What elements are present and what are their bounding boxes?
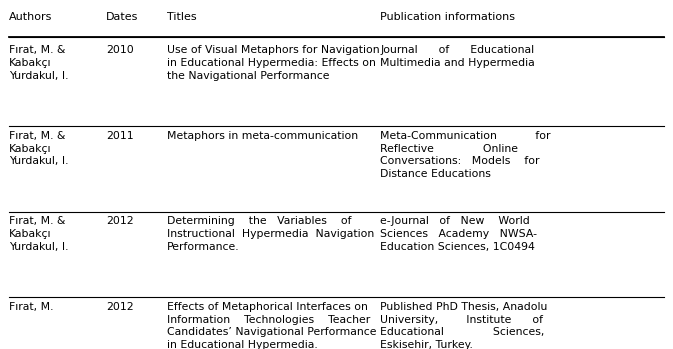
Text: Publication informations: Publication informations [380, 12, 516, 22]
Text: Authors: Authors [9, 12, 52, 22]
Text: Journal      of      Educational
Multimedia and Hypermedia: Journal of Educational Multimedia and Hy… [380, 45, 535, 68]
Text: e-Journal   of   New    World
Sciences   Academy   NWSA-
Education Sciences, 1C0: e-Journal of New World Sciences Academy … [380, 216, 537, 252]
Text: Titles: Titles [167, 12, 197, 22]
Text: Fırat, M. &
Kabakçı
Yurdakul, I.: Fırat, M. & Kabakçı Yurdakul, I. [9, 216, 68, 252]
Text: Meta-Communication           for
Reflective              Online
Conversations:  : Meta-Communication for Reflective Online… [380, 131, 551, 179]
Text: 2011: 2011 [106, 131, 134, 141]
Text: Fırat, M. &
Kabakçı
Yurdakul, I.: Fırat, M. & Kabakçı Yurdakul, I. [9, 45, 68, 81]
Text: Effects of Metaphorical Interfaces on
Information    Technologies    Teacher
Can: Effects of Metaphorical Interfaces on In… [167, 302, 376, 349]
Text: Determining    the   Variables    of
Instructional  Hypermedia  Navigation
Perfo: Determining the Variables of Instruction… [167, 216, 374, 252]
Text: 2012: 2012 [106, 302, 134, 312]
Text: Fırat, M.: Fırat, M. [9, 302, 53, 312]
Text: Metaphors in meta-communication: Metaphors in meta-communication [167, 131, 358, 141]
Text: Published PhD Thesis, Anadolu
University,        Institute      of
Educational  : Published PhD Thesis, Anadolu University… [380, 302, 548, 349]
Text: Dates: Dates [106, 12, 139, 22]
Text: Use of Visual Metaphors for Navigation
in Educational Hypermedia: Effects on
the: Use of Visual Metaphors for Navigation i… [167, 45, 380, 81]
Text: 2012: 2012 [106, 216, 134, 227]
Text: Fırat, M. &
Kabakçı
Yurdakul, I.: Fırat, M. & Kabakçı Yurdakul, I. [9, 131, 68, 166]
Text: 2010: 2010 [106, 45, 134, 55]
